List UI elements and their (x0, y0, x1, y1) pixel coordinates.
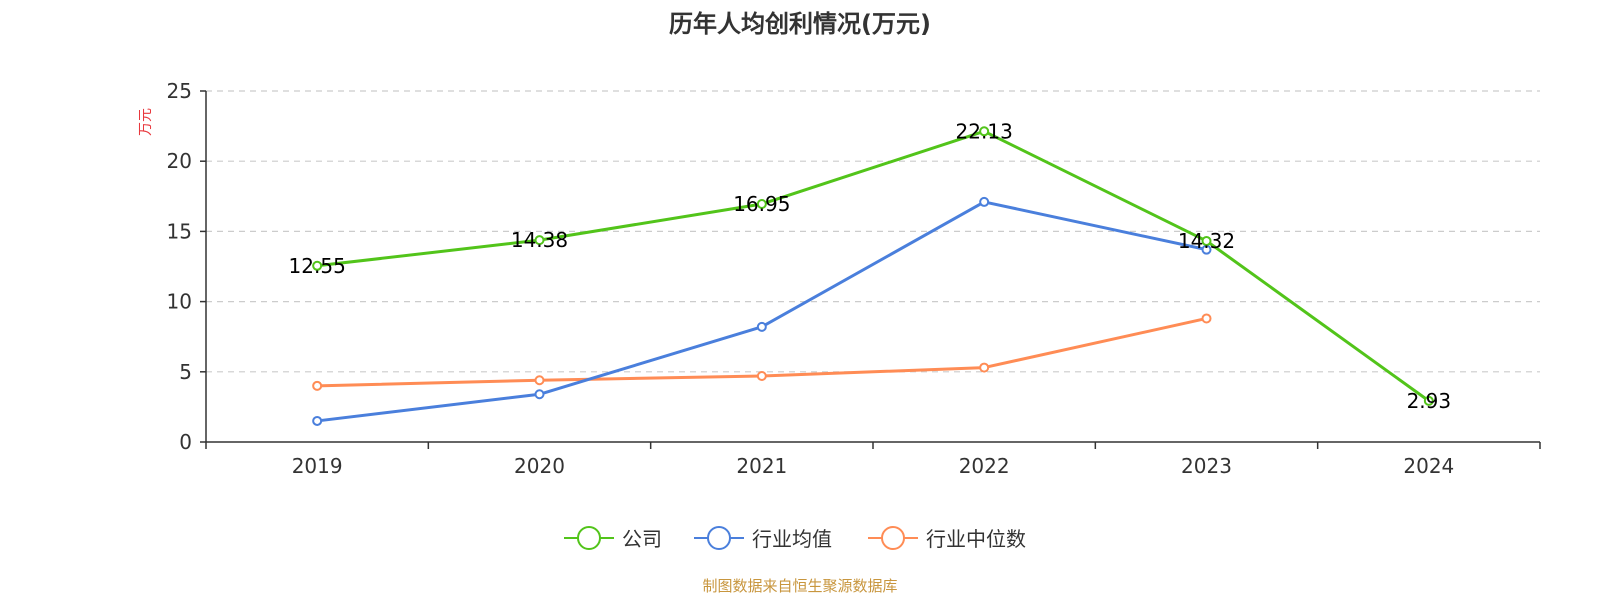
legend-label: 行业中位数 (926, 527, 1026, 551)
data-point (1423, 395, 1434, 406)
legend-item-0: 公司 (564, 526, 662, 551)
data-point (979, 362, 990, 373)
data-point (312, 380, 323, 391)
legend-label: 行业均值 (752, 527, 832, 551)
legend-swatch-marker (881, 526, 905, 550)
data-point (1201, 313, 1212, 324)
series-line-0 (316, 129, 1430, 403)
data-label: 22.13 (956, 119, 1013, 143)
y-tick-label: 10 (167, 290, 192, 314)
data-point (756, 199, 767, 210)
data-label: 12.55 (289, 254, 346, 278)
x-tick-label: 2023 (1181, 454, 1232, 478)
data-point (312, 415, 323, 426)
data-label: 16.95 (733, 192, 790, 216)
y-axis-label: 万元 (138, 108, 154, 136)
y-tick-label: 15 (167, 219, 192, 243)
data-label: 14.38 (511, 228, 568, 252)
x-tick-label: 2019 (292, 454, 343, 478)
x-tick-label: 2022 (959, 454, 1010, 478)
y-tick-label: 25 (167, 79, 192, 103)
data-label: 2.93 (1407, 389, 1452, 413)
data-point (534, 389, 545, 400)
series-line-1 (316, 200, 1207, 423)
data-point (756, 371, 767, 382)
data-point (756, 321, 767, 332)
legend-label: 公司 (622, 527, 662, 551)
data-point (979, 126, 990, 137)
legend-swatch-marker (577, 526, 601, 550)
data-point (979, 196, 990, 207)
y-tick-label: 0 (179, 430, 192, 454)
data-point (1201, 235, 1212, 246)
chart-title: 历年人均创利情况(万元) (669, 10, 931, 38)
data-point (534, 375, 545, 386)
x-tick-label: 2020 (514, 454, 565, 478)
legend-swatch-marker (707, 526, 731, 550)
legend-item-1: 行业均值 (694, 526, 832, 551)
x-tick-label: 2021 (736, 454, 787, 478)
legend-item-2: 行业中位数 (868, 526, 1026, 551)
y-tick-label: 5 (179, 360, 192, 384)
data-label: 14.32 (1178, 229, 1235, 253)
x-tick-label: 2024 (1403, 454, 1454, 478)
data-point (534, 235, 545, 246)
data-point (312, 260, 323, 271)
y-tick-label: 20 (167, 149, 192, 173)
source-note: 制图数据来自恒生聚源数据库 (702, 577, 897, 595)
